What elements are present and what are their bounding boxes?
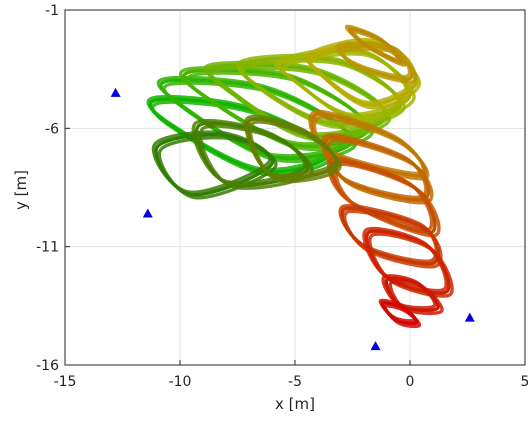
- y-tick-label: -1: [45, 3, 59, 19]
- y-tick-label: -11: [36, 240, 59, 256]
- y-axis-label: y [m]: [12, 170, 30, 210]
- anchor-marker: [110, 87, 121, 97]
- anchor-marker: [464, 312, 475, 322]
- anchor-marker: [142, 208, 153, 218]
- trajectory-loop: [362, 226, 448, 293]
- trajectory-loop: [381, 274, 437, 310]
- axis-ticks: -15 -10 -5 0 5 -16 -11 -6 -1: [36, 3, 528, 390]
- x-tick-label: -10: [169, 374, 192, 390]
- trajectory-loops: [146, 24, 454, 329]
- trajectory-loop: [244, 114, 338, 178]
- trajectory-loop: [343, 209, 443, 269]
- trajectory-loop: [344, 24, 400, 62]
- trajectory-loop: [304, 38, 417, 104]
- anchor-marker: [370, 341, 381, 351]
- trajectory-loop: [378, 298, 417, 323]
- trajectory-loop: [334, 162, 441, 238]
- y-tick-label: -6: [45, 121, 59, 137]
- y-tick-label: -16: [36, 358, 59, 374]
- x-tick-label: -5: [288, 374, 302, 390]
- x-tick-label: -15: [54, 374, 77, 390]
- trajectory-loop: [151, 130, 272, 194]
- x-tick-label: 5: [521, 374, 528, 390]
- anchor-markers: [110, 87, 475, 351]
- x-axis-label: x [m]: [275, 395, 315, 413]
- trajectory-loop: [338, 204, 439, 263]
- x-tick-label: 0: [406, 374, 415, 390]
- trajectory-loop: [335, 41, 412, 79]
